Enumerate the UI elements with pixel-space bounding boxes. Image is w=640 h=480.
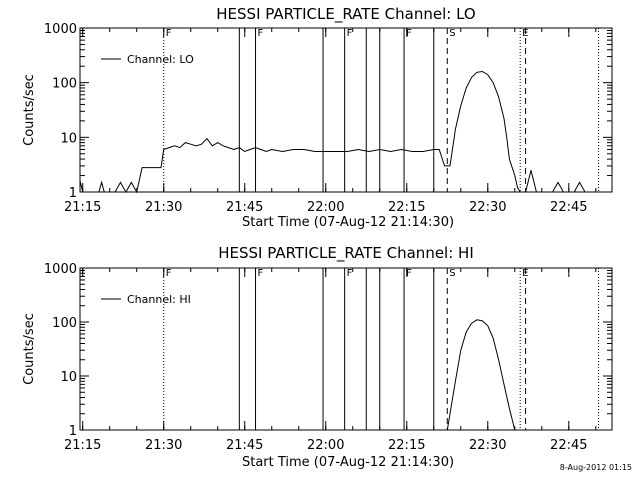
x-tick-label: 21:15 xyxy=(64,200,101,215)
annotation-label: F xyxy=(258,28,264,39)
y-tick-label: 1 xyxy=(69,424,77,439)
x-tick-label: 21:45 xyxy=(226,438,263,453)
x-tick-label: 22:45 xyxy=(550,200,587,215)
plot-frame xyxy=(79,27,613,193)
y-tick-label: 100 xyxy=(52,77,77,92)
chart-panel-lo: HESSI PARTICLE_RATE Channel: LO Counts/se… xyxy=(22,5,613,230)
annotation-label: S xyxy=(449,28,455,39)
y-tick-label: 10 xyxy=(60,131,77,146)
legend-entry: Channel: HI xyxy=(127,293,191,306)
legend: Channel: LO xyxy=(101,53,194,66)
plot-frame xyxy=(79,267,613,431)
y-tick-label: 100 xyxy=(52,316,77,331)
footer-timestamp: 8-Aug-2012 01:15 xyxy=(559,463,632,472)
chart-panel-hi: HESSI PARTICLE_RATE Channel: HI Counts/se… xyxy=(22,244,613,470)
x-tick-label: 22:45 xyxy=(550,438,587,453)
x-tick-label: 22:00 xyxy=(307,200,344,215)
annotation-label: S xyxy=(449,268,455,279)
y-axis-label: Counts/sec xyxy=(22,74,37,146)
series-line-lo xyxy=(79,70,596,194)
y-tick-label: 1 xyxy=(69,186,77,201)
y-tick-label: 1000 xyxy=(44,22,77,37)
annotation-label: F xyxy=(166,28,172,39)
x-tick-label: 22:15 xyxy=(388,200,425,215)
y-tick-label: 1000 xyxy=(44,262,77,277)
series-line-hi xyxy=(446,319,516,431)
y-axis-label: Counts/sec xyxy=(22,313,37,385)
x-tick-label: 21:30 xyxy=(145,200,182,215)
x-tick-label: 21:15 xyxy=(64,438,101,453)
chart-title: HESSI PARTICLE_RATE Channel: HI xyxy=(218,244,474,263)
annotation-label: F xyxy=(347,268,353,279)
annotation-label: F xyxy=(406,268,412,279)
x-tick-label: 22:30 xyxy=(469,438,506,453)
x-axis-label: Start Time (07-Aug-12 21:14:30) xyxy=(242,455,454,470)
y-tick-label: 10 xyxy=(60,370,77,385)
annotation-label: F xyxy=(347,28,353,39)
x-tick-label: 21:45 xyxy=(226,200,263,215)
x-tick-label: 22:15 xyxy=(388,438,425,453)
chart-title: HESSI PARTICLE_RATE Channel: LO xyxy=(216,5,475,24)
legend: Channel: HI xyxy=(101,293,191,306)
x-tick-label: 22:00 xyxy=(307,438,344,453)
annotation-label: F xyxy=(406,28,412,39)
legend-entry: Channel: LO xyxy=(127,53,194,66)
x-tick-label: 22:30 xyxy=(469,200,506,215)
annotation-label: F xyxy=(258,268,264,279)
x-tick-label: 21:30 xyxy=(145,438,182,453)
x-axis-label: Start Time (07-Aug-12 21:14:30) xyxy=(242,215,454,230)
annotation-label: F xyxy=(166,268,172,279)
